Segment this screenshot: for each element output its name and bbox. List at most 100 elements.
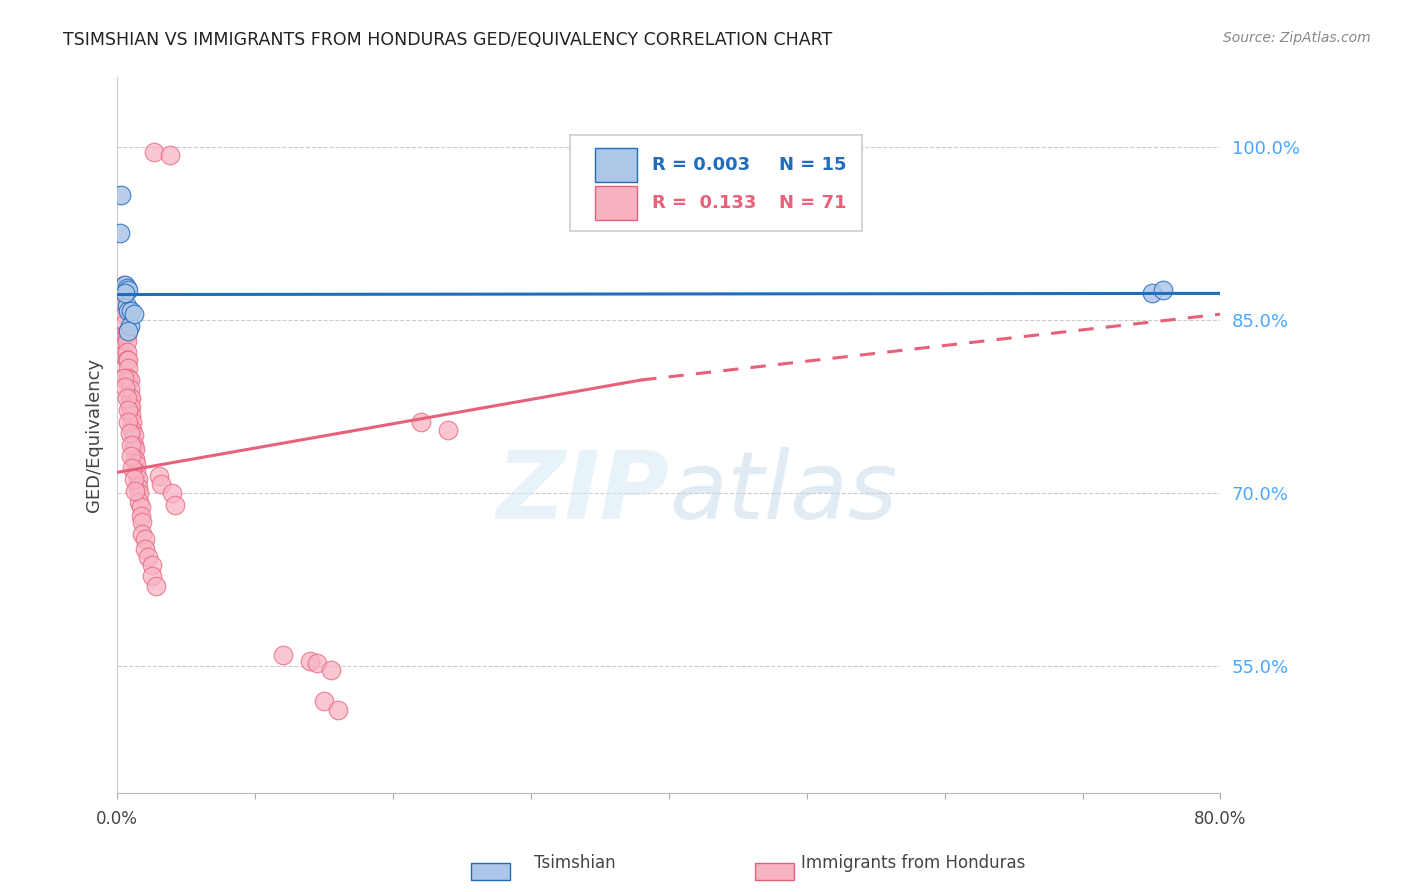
Point [120, 437, 142, 451]
Text: Source: ZipAtlas.com: Source: ZipAtlas.com [1223, 31, 1371, 45]
Point [115, 280, 138, 294]
Text: R = 0.003: R = 0.003 [652, 156, 751, 174]
Point [326, 703, 349, 717]
Point [127, 472, 149, 486]
Text: Tsimshian: Tsimshian [534, 855, 616, 872]
Point [165, 498, 187, 512]
Point [124, 451, 146, 466]
Point [128, 495, 150, 509]
Point [118, 392, 141, 406]
Point [120, 449, 142, 463]
Point [111, 348, 134, 362]
Point [312, 694, 335, 708]
Point [143, 145, 166, 160]
Point [120, 400, 142, 414]
Point [115, 345, 138, 359]
Point [114, 380, 136, 394]
Y-axis label: GED/Equivalency: GED/Equivalency [86, 359, 103, 513]
Text: 0.0%: 0.0% [96, 810, 138, 828]
Point [1140, 286, 1163, 301]
Text: Immigrants from Honduras: Immigrants from Honduras [801, 855, 1026, 872]
Point [110, 188, 132, 202]
Point [114, 326, 136, 341]
Point [117, 283, 139, 297]
Point [1152, 283, 1174, 297]
Point [118, 400, 141, 414]
Point [127, 480, 149, 494]
FancyBboxPatch shape [569, 135, 862, 231]
Point [115, 299, 138, 313]
Point [125, 466, 148, 480]
Point [112, 370, 135, 384]
Text: atlas: atlas [669, 447, 897, 538]
Point [122, 307, 145, 321]
Point [117, 415, 139, 429]
Point [118, 382, 141, 396]
Point [141, 569, 163, 583]
Point [122, 472, 145, 486]
Point [271, 648, 294, 662]
Point [148, 468, 170, 483]
Point [409, 415, 432, 429]
Point [121, 423, 143, 437]
Point [121, 415, 143, 429]
Point [115, 334, 138, 348]
Point [437, 423, 460, 437]
Point [114, 307, 136, 321]
Point [115, 392, 138, 406]
Point [134, 533, 156, 547]
Text: ZIP: ZIP [496, 447, 669, 539]
Point [134, 541, 156, 556]
Point [124, 442, 146, 457]
Point [110, 342, 132, 356]
Point [117, 353, 139, 368]
Point [118, 426, 141, 441]
Point [122, 437, 145, 451]
Point [120, 408, 142, 422]
Point [299, 654, 322, 668]
Point [112, 278, 135, 293]
Point [114, 317, 136, 331]
Point [118, 373, 141, 387]
Point [111, 370, 134, 384]
Point [120, 303, 142, 318]
Point [112, 287, 135, 301]
Point [117, 370, 139, 384]
Point [141, 558, 163, 572]
Point [319, 663, 342, 677]
Point [145, 578, 167, 592]
Point [114, 278, 136, 293]
Point [117, 325, 139, 339]
Point [108, 227, 131, 241]
Point [112, 284, 135, 298]
Point [150, 477, 173, 491]
Point [120, 392, 142, 406]
Text: N = 15: N = 15 [779, 156, 846, 174]
Point [129, 500, 152, 514]
Point [115, 326, 138, 341]
Point [159, 148, 181, 162]
Bar [595, 148, 637, 182]
Text: 80.0%: 80.0% [1194, 810, 1247, 828]
Text: TSIMSHIAN VS IMMIGRANTS FROM HONDURAS GED/EQUIVALENCY CORRELATION CHART: TSIMSHIAN VS IMMIGRANTS FROM HONDURAS GE… [63, 31, 832, 49]
Point [117, 303, 139, 318]
Text: R =  0.133: R = 0.133 [652, 194, 756, 211]
Point [136, 549, 159, 564]
Point [122, 428, 145, 442]
Point [117, 403, 139, 417]
Point [114, 286, 136, 301]
Bar [595, 186, 637, 220]
Point [125, 457, 148, 471]
Point [115, 353, 138, 368]
Text: N = 71: N = 71 [779, 194, 846, 211]
Point [307, 656, 329, 670]
Point [131, 515, 153, 529]
Point [128, 486, 150, 500]
Point [121, 460, 143, 475]
Point [129, 509, 152, 524]
Point [162, 486, 184, 500]
Point [117, 361, 139, 376]
Point [118, 318, 141, 333]
Point [112, 299, 135, 313]
Point [131, 526, 153, 541]
